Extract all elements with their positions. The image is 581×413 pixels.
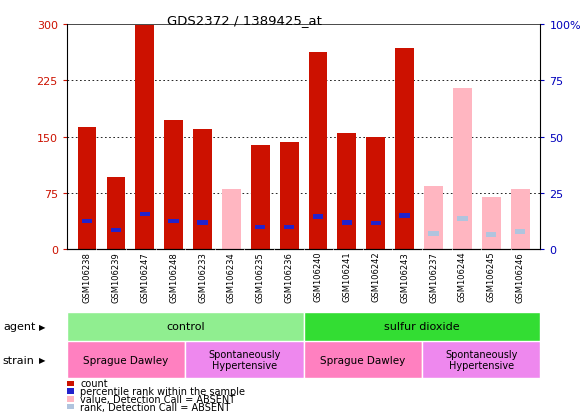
Text: Spontaneously
Hypertensive: Spontaneously Hypertensive xyxy=(445,349,517,370)
Text: control: control xyxy=(166,322,205,332)
Bar xyxy=(67,342,185,378)
Bar xyxy=(255,225,266,230)
Text: strain: strain xyxy=(3,355,35,365)
Bar xyxy=(303,313,540,341)
Bar xyxy=(515,230,525,234)
Text: value, Detection Call = ABSENT: value, Detection Call = ABSENT xyxy=(80,394,235,404)
Bar xyxy=(106,177,125,250)
Bar xyxy=(139,212,150,217)
Bar xyxy=(164,121,183,250)
Text: Sprague Dawley: Sprague Dawley xyxy=(320,355,406,365)
Bar xyxy=(67,313,303,341)
Text: GDS2372 / 1389425_at: GDS2372 / 1389425_at xyxy=(167,14,321,27)
Bar xyxy=(342,221,352,225)
Bar xyxy=(338,133,356,250)
Bar xyxy=(400,214,410,218)
Bar xyxy=(486,233,496,237)
Text: Spontaneously
Hypertensive: Spontaneously Hypertensive xyxy=(208,349,281,370)
Bar xyxy=(284,225,295,230)
Text: Sprague Dawley: Sprague Dawley xyxy=(84,355,168,365)
Bar xyxy=(453,88,472,250)
Text: sulfur dioxide: sulfur dioxide xyxy=(384,322,460,332)
Bar xyxy=(428,232,439,236)
Text: ▶: ▶ xyxy=(39,355,46,364)
Text: rank, Detection Call = ABSENT: rank, Detection Call = ABSENT xyxy=(80,402,231,412)
Text: percentile rank within the sample: percentile rank within the sample xyxy=(80,386,245,396)
Bar xyxy=(135,26,154,250)
Bar xyxy=(198,221,207,225)
Bar xyxy=(303,342,422,378)
Bar xyxy=(78,128,96,250)
Bar xyxy=(511,190,529,250)
Bar xyxy=(222,190,241,250)
Bar xyxy=(457,217,468,221)
Bar xyxy=(309,52,327,250)
Bar xyxy=(185,342,303,378)
Bar xyxy=(367,137,385,250)
Bar xyxy=(193,130,212,250)
Bar xyxy=(313,215,323,219)
Text: agent: agent xyxy=(3,322,35,332)
Bar xyxy=(280,142,299,250)
Bar xyxy=(251,145,270,250)
Bar xyxy=(82,219,92,223)
Bar xyxy=(482,197,501,250)
Bar xyxy=(168,219,179,223)
Bar xyxy=(422,342,540,378)
Bar xyxy=(395,49,414,250)
Text: ▶: ▶ xyxy=(39,322,46,331)
Bar xyxy=(371,221,381,226)
Bar xyxy=(424,186,443,250)
Bar xyxy=(111,228,121,233)
Text: count: count xyxy=(80,378,108,388)
